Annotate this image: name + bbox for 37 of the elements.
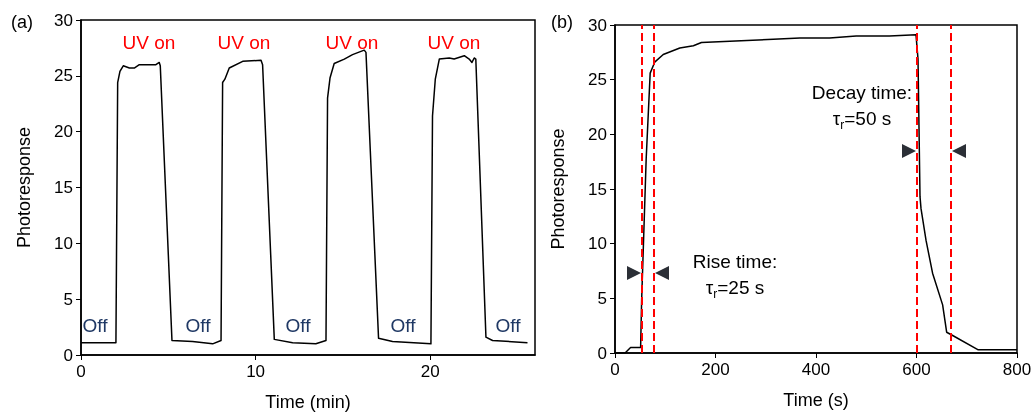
y-tick-label: 25 (54, 66, 73, 86)
y-tick-label: 20 (588, 124, 607, 144)
annotation: Off (285, 314, 312, 336)
y-tick-label: 30 (588, 15, 607, 35)
y-tick-label: 25 (588, 70, 607, 90)
x-tick-label: 600 (902, 360, 931, 379)
y-axis-title: Photoresponse (548, 128, 568, 250)
annotation: Off (82, 314, 109, 336)
annotation: UV on (325, 31, 379, 53)
chart-title: (b) (551, 12, 573, 32)
y-tick-label: 10 (54, 233, 73, 253)
y-tick-label: 15 (54, 178, 73, 197)
y-tick-label: 0 (597, 343, 607, 363)
annotation: UV on (427, 31, 481, 53)
x-tick-label: 800 (1002, 360, 1032, 379)
y-tick-label: 10 (588, 234, 607, 254)
annotation: UV on (122, 31, 176, 53)
y-axis-title: Photoresponse (14, 126, 34, 249)
x-axis-title: Time (min) (265, 392, 351, 412)
annotation: UV on (217, 31, 271, 53)
x-tick-label: 200 (701, 360, 730, 379)
x-axis-title: Time (s) (783, 390, 849, 410)
x-tick-label: 0 (76, 362, 86, 381)
y-tick-label: 5 (63, 289, 73, 309)
y-tick-label: 30 (54, 10, 73, 30)
annotation: Off (185, 314, 212, 336)
y-tick-label: 20 (54, 122, 73, 142)
x-tick-label: 400 (801, 360, 831, 379)
y-tick-label: 0 (63, 345, 73, 365)
y-tick-label: 5 (597, 288, 607, 308)
x-tick-label: 0 (610, 360, 620, 379)
chart-title: (a) (11, 12, 33, 32)
x-tick-label: 10 (246, 362, 266, 381)
annotation: Off (390, 314, 417, 336)
y-tick-label: 15 (588, 179, 607, 199)
annotation: Off (495, 314, 522, 336)
x-tick-label: 20 (420, 362, 440, 381)
